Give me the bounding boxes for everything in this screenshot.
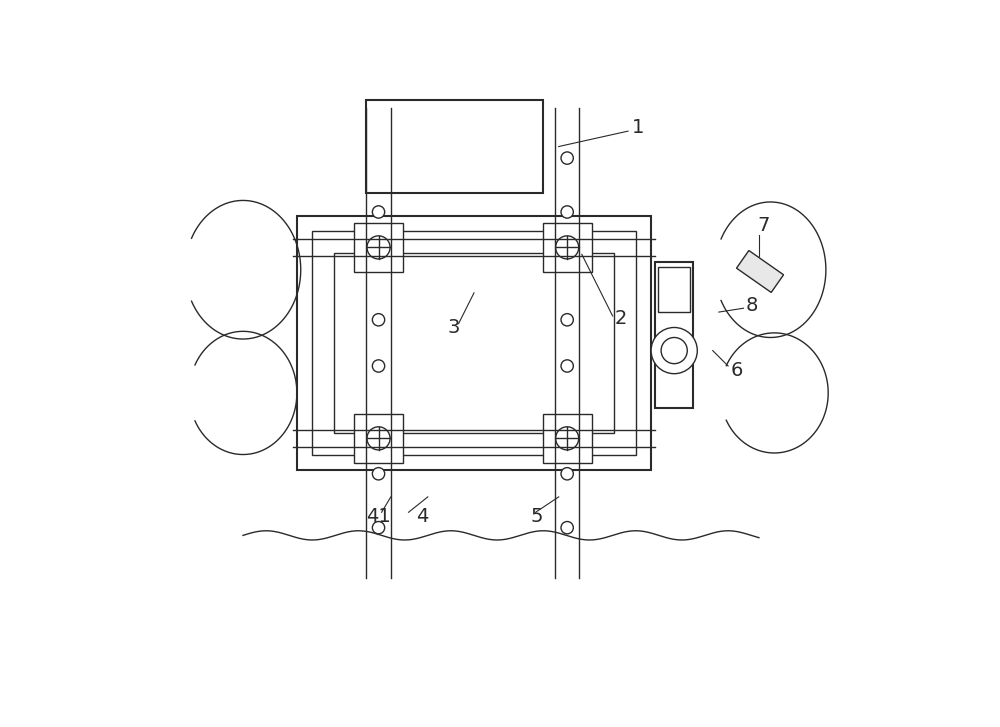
Bar <box>297 216 651 470</box>
Bar <box>354 222 403 272</box>
Text: 5: 5 <box>530 507 543 526</box>
Circle shape <box>372 152 385 164</box>
Bar <box>658 268 690 312</box>
Bar <box>655 262 693 409</box>
Circle shape <box>367 427 390 450</box>
Circle shape <box>367 236 390 259</box>
Text: 8: 8 <box>746 297 758 316</box>
Circle shape <box>561 360 573 372</box>
Circle shape <box>661 337 687 364</box>
Bar <box>543 414 592 463</box>
Circle shape <box>372 313 385 326</box>
Bar <box>354 414 403 463</box>
Circle shape <box>561 152 573 164</box>
Text: 4: 4 <box>416 507 429 526</box>
Circle shape <box>561 313 573 326</box>
Circle shape <box>561 521 573 534</box>
Bar <box>366 100 543 193</box>
Bar <box>312 231 636 454</box>
Circle shape <box>372 360 385 372</box>
Circle shape <box>372 206 385 218</box>
Bar <box>543 222 592 272</box>
Circle shape <box>556 427 579 450</box>
Circle shape <box>372 521 385 534</box>
Text: 2: 2 <box>614 309 627 328</box>
Circle shape <box>561 206 573 218</box>
Text: 6: 6 <box>730 361 743 380</box>
Text: 3: 3 <box>447 318 459 337</box>
Circle shape <box>561 467 573 480</box>
Bar <box>334 253 614 433</box>
Circle shape <box>556 236 579 259</box>
Text: 7: 7 <box>757 216 770 236</box>
Circle shape <box>651 327 697 374</box>
Text: 41: 41 <box>366 507 391 526</box>
Circle shape <box>372 467 385 480</box>
Bar <box>737 251 784 292</box>
Text: 1: 1 <box>632 118 644 137</box>
